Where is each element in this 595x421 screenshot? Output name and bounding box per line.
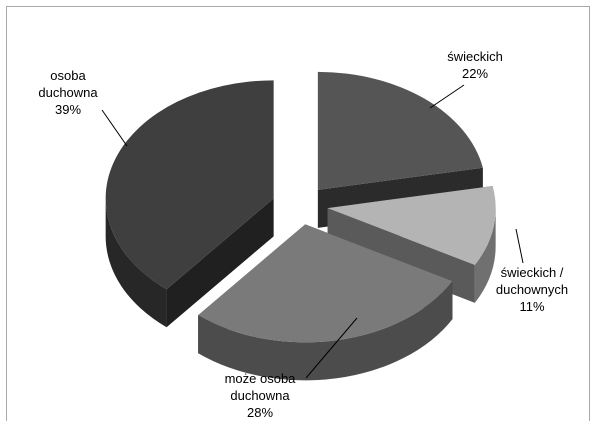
pie-slice-top (106, 80, 274, 289)
leader-line (102, 110, 127, 146)
data-label-svieckich: świeckich 22% (447, 49, 503, 81)
data-label-osoba-duchowna: osoba duchowna 39% (38, 68, 98, 117)
data-label-moze-osoba-duchowna: może osoba duchowna 28% (225, 371, 297, 420)
leader-line (516, 229, 523, 263)
data-label-svieckich-duchownych: świeckich / duchownych 11% (496, 265, 568, 314)
leader-line (430, 85, 464, 108)
